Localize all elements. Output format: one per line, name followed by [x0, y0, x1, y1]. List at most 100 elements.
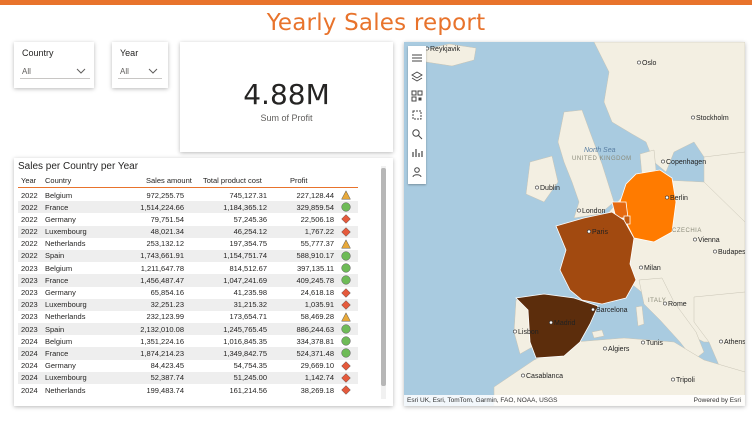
cell-country: France — [45, 202, 69, 212]
city-label: Paris — [592, 229, 608, 236]
cell-sales: 1,514,224.66 — [140, 202, 184, 212]
table-row[interactable]: 2024 Luxembourg 52,387.74 51,245.00 1,142.74 — [18, 371, 358, 384]
status-bad-icon — [341, 226, 351, 237]
cell-sales: 232,123.99 — [146, 312, 184, 322]
status-good-icon — [341, 324, 351, 334]
table-row[interactable]: 2023 Spain 2,132,010.08 1,245,765.45 886,244… — [18, 323, 358, 336]
cell-cost: 57,245.36 — [233, 214, 267, 224]
header-country[interactable]: Country — [45, 176, 72, 185]
table-row[interactable]: 2023 Luxembourg 32,251.23 31,215.32 1,035.91 — [18, 298, 358, 311]
table-row[interactable]: 2022 Netherlands 253,132.12 197,354.75 55,77… — [18, 238, 358, 250]
cell-year: 2023 — [21, 324, 38, 334]
city-marker — [603, 346, 607, 351]
table-row[interactable]: 2024 Germany 84,423.45 54,754.35 29,669.10 — [18, 360, 358, 372]
cell-sales: 52,387.74 — [150, 373, 184, 383]
cell-sales: 84,423.45 — [150, 361, 184, 371]
cell-country: France — [45, 275, 69, 285]
map-card[interactable]: North Sea Reykjavik Oslo Stockholm Copenhag… — [404, 42, 745, 406]
cell-cost: 51,245.00 — [233, 373, 267, 383]
page-title: Yearly Sales report — [266, 10, 486, 36]
header-profit[interactable]: Profit — [290, 176, 308, 185]
cell-country: Germany — [45, 288, 76, 297]
table-row[interactable]: 2022 Spain 1,743,661.91 1,154,751.74 588,910… — [18, 249, 358, 263]
city-label: Vienna — [698, 237, 720, 244]
table-body: 2022 Belgium 972,255.75 745,127.31 227,128.4… — [18, 189, 358, 396]
city-marker — [661, 159, 665, 164]
city-label: Berlin — [670, 195, 688, 202]
cell-year: 2022 — [21, 251, 38, 261]
city-marker — [535, 185, 539, 190]
city-label: Budapest — [718, 249, 745, 256]
country-slicer[interactable]: Country All — [14, 42, 94, 88]
city-label: Barcelona — [596, 307, 628, 314]
menu-icon[interactable] — [411, 52, 423, 64]
cell-profit: 334,378.81 — [296, 336, 334, 346]
year-slicer[interactable]: Year All — [112, 42, 168, 88]
table-row[interactable]: 2023 Netherlands 232,123.99 173,654.71 58,46… — [18, 311, 358, 323]
sea-label: North Sea — [584, 147, 616, 154]
region-label: CZECHIA — [672, 228, 702, 234]
city-marker — [577, 208, 581, 213]
cell-cost: 1,184,365.12 — [223, 202, 267, 212]
cell-country: Belgium — [45, 190, 73, 200]
city-marker — [641, 340, 645, 345]
country-slicer-label: Country — [22, 48, 54, 58]
cell-cost: 197,354.75 — [229, 239, 267, 249]
select-icon[interactable] — [411, 109, 423, 121]
layers-icon[interactable] — [411, 71, 423, 83]
cell-profit: 1,035.91 — [304, 300, 334, 310]
table-scrollbar-thumb[interactable] — [381, 168, 386, 386]
powered-by-esri[interactable]: Powered by Esri — [693, 397, 741, 404]
header-sales[interactable]: Sales amount — [146, 176, 192, 185]
country-dropdown[interactable]: All — [20, 64, 90, 79]
city-marker — [693, 237, 697, 242]
map-canvas[interactable]: North Sea Reykjavik Oslo Stockholm Copenhag… — [404, 42, 745, 406]
table-row[interactable]: 2022 Germany 79,751.54 57,245.36 22,506.18 — [18, 213, 358, 225]
table-row[interactable]: 2023 Belgium 1,211,647.78 814,512.67 397,135… — [18, 262, 358, 274]
status-bad-icon — [341, 360, 351, 371]
cell-country: Netherlands — [45, 312, 86, 322]
cell-profit: 55,777.37 — [300, 239, 334, 249]
cell-year: 2023 — [21, 300, 38, 310]
status-bad-icon — [341, 385, 351, 395]
city-label: Oslo — [642, 60, 657, 67]
cell-profit: 397,135.11 — [297, 263, 334, 273]
table-row[interactable]: 2022 France 1,514,224.66 1,184,365.12 329,85… — [18, 201, 358, 214]
table-row[interactable]: 2024 Netherlands 199,483.74 161,214.56 38,26… — [18, 384, 358, 396]
table-row[interactable]: 2023 Germany 65,854.16 41,235.98 24,618.18 — [18, 287, 358, 299]
status-bad-icon — [341, 287, 351, 298]
cell-sales: 48,021.34 — [150, 227, 184, 237]
cell-country: Spain — [45, 324, 65, 334]
status-bad-icon — [341, 373, 351, 383]
table-row[interactable]: 2022 Belgium 972,255.75 745,127.31 227,128.4… — [18, 189, 358, 201]
cell-cost: 1,349,842.75 — [223, 348, 267, 358]
cell-sales: 32,251.23 — [150, 300, 184, 310]
city-label: Tunis — [646, 340, 663, 347]
cell-cost: 1,154,751.74 — [223, 251, 267, 261]
attribution-text[interactable]: Esri UK, Esri, TomTom, Garmin, FAO, NOAA… — [407, 397, 558, 404]
person-icon[interactable] — [411, 166, 423, 178]
city-marker — [671, 377, 675, 382]
cell-profit: 409,245.78 — [296, 275, 334, 285]
table-row[interactable]: 2022 Luxembourg 48,021.34 46,254.12 1,767.22 — [18, 225, 358, 238]
header-cost[interactable]: Total product cost — [203, 176, 262, 185]
table-row[interactable]: 2024 France 1,874,214.23 1,349,842.75 524,37… — [18, 347, 358, 360]
cell-profit: 329,859.54 — [296, 202, 334, 212]
chart-icon[interactable] — [411, 147, 423, 159]
header-year[interactable]: Year — [21, 176, 37, 185]
status-bad-icon — [341, 214, 351, 225]
year-dropdown-value: All — [120, 66, 129, 76]
table-row[interactable]: 2023 France 1,456,487.47 1,047,241.69 409,24… — [18, 274, 358, 287]
city-label: Stockholm — [696, 115, 729, 122]
kpi-label: Sum of Profit — [260, 113, 313, 123]
search-icon[interactable] — [411, 128, 423, 140]
city-marker — [639, 265, 643, 270]
cell-year: 2024 — [21, 361, 38, 371]
cell-year: 2023 — [21, 288, 38, 297]
cell-profit: 38,269.18 — [300, 385, 334, 395]
table-row[interactable]: 2024 Belgium 1,351,224.16 1,016,845.35 334,3… — [18, 335, 358, 347]
year-dropdown[interactable]: All — [118, 64, 162, 79]
status-good-icon — [341, 336, 351, 346]
qr-icon[interactable] — [411, 90, 423, 102]
city-label: Algiers — [608, 346, 630, 353]
